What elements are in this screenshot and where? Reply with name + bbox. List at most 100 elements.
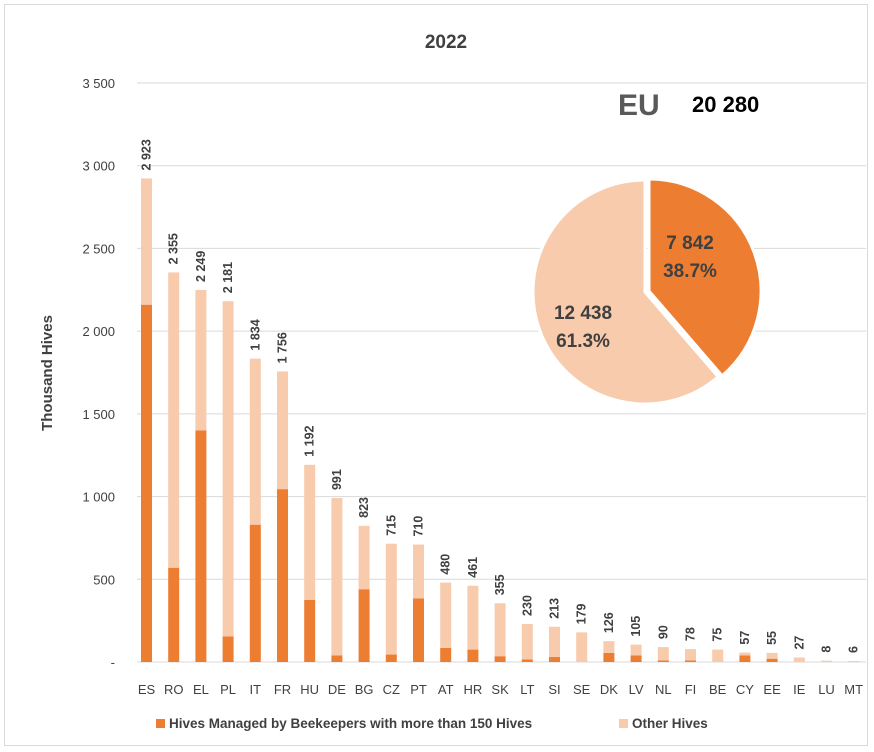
bar-segment-large-beekeepers bbox=[413, 598, 424, 662]
chart-title: 2022 bbox=[425, 32, 467, 53]
x-tick-label: IT bbox=[250, 682, 262, 697]
bar-segment-other-hives bbox=[685, 649, 696, 661]
y-tick-label: 2 000 bbox=[82, 324, 115, 339]
bar-segment-other-hives bbox=[739, 652, 751, 656]
bar-segment-large-beekeepers bbox=[494, 656, 506, 662]
bar-segment-other-hives bbox=[304, 464, 316, 600]
bar-segment-other-hives bbox=[657, 647, 669, 661]
data-label: 2 249 bbox=[194, 251, 208, 282]
bar-segment-other-hives bbox=[521, 623, 533, 660]
x-tick-label: MT bbox=[844, 682, 863, 697]
bar-segment-large-beekeepers bbox=[168, 567, 180, 662]
x-tick-label: FI bbox=[685, 682, 697, 697]
bar-segment-large-beekeepers bbox=[467, 649, 479, 662]
bar-segment-large-beekeepers bbox=[249, 524, 261, 662]
bar-segment-other-hives bbox=[494, 603, 506, 657]
bar-segment-large-beekeepers bbox=[521, 659, 533, 662]
bar-segment-other-hives bbox=[385, 543, 397, 655]
data-label: 710 bbox=[412, 516, 426, 537]
x-tick-label: LU bbox=[818, 682, 835, 697]
bar-segment-large-beekeepers bbox=[385, 654, 397, 662]
x-tick-label: ES bbox=[138, 682, 156, 697]
x-tick-label: HR bbox=[464, 682, 483, 697]
x-tick-label: CZ bbox=[383, 682, 400, 697]
data-label: 2 355 bbox=[167, 233, 181, 264]
x-tick-label: HU bbox=[300, 682, 319, 697]
bar-segment-other-hives bbox=[848, 661, 860, 662]
bar-segment-other-hives bbox=[603, 641, 615, 653]
pie-slice-percent-label: 38.7% bbox=[663, 261, 717, 282]
data-label: 1 756 bbox=[276, 332, 290, 363]
y-tick-label: 1 000 bbox=[82, 490, 115, 505]
x-tick-label: FR bbox=[274, 682, 291, 697]
x-tick-label: IE bbox=[793, 682, 806, 697]
pie-total-label: 20 280 bbox=[692, 92, 759, 117]
legend-swatch-large-beekeepers bbox=[156, 719, 165, 728]
bar-segment-other-hives bbox=[821, 660, 832, 662]
bar-segment-large-beekeepers bbox=[630, 655, 642, 662]
data-label: 461 bbox=[466, 557, 480, 578]
chart-frame bbox=[4, 4, 868, 746]
pie-slice-percent-label: 61.3% bbox=[556, 331, 610, 352]
x-tick-label: BE bbox=[709, 682, 727, 697]
bar-segment-other-hives bbox=[467, 585, 479, 650]
x-tick-label: SK bbox=[491, 682, 509, 697]
bar-segment-other-hives bbox=[630, 644, 642, 656]
data-label: 2 181 bbox=[221, 262, 235, 293]
x-tick-label: NL bbox=[655, 682, 672, 697]
x-tick-label: CY bbox=[736, 682, 754, 697]
bar-segment-large-beekeepers bbox=[657, 660, 669, 662]
bar-segment-large-beekeepers bbox=[549, 657, 560, 662]
data-label: 126 bbox=[602, 612, 616, 633]
bar-segment-large-beekeepers bbox=[766, 658, 778, 662]
bar-segment-large-beekeepers bbox=[358, 589, 370, 662]
x-tick-label: DE bbox=[328, 682, 346, 697]
data-label: 90 bbox=[656, 625, 670, 639]
bar-segment-large-beekeepers bbox=[277, 489, 288, 662]
legend-label-large-beekeepers: Hives Managed by Beekeepers with more th… bbox=[169, 716, 532, 731]
bar-segment-other-hives bbox=[249, 358, 261, 525]
data-label: 6 bbox=[847, 646, 861, 653]
bar-segment-other-hives bbox=[168, 272, 180, 568]
bar-segment-other-hives bbox=[766, 652, 778, 659]
y-axis-ticks: - 500 1 000 1 500 2 000 2 500 3 000 3 500 bbox=[82, 76, 115, 670]
x-tick-label: EL bbox=[193, 682, 209, 697]
legend: Hives Managed by Beekeepers with more th… bbox=[156, 716, 708, 731]
legend-swatch-other-hives bbox=[619, 719, 628, 728]
bar-segment-large-beekeepers bbox=[141, 304, 152, 662]
y-tick-label: 2 500 bbox=[82, 241, 115, 256]
data-label: 1 192 bbox=[303, 425, 317, 456]
data-label: 480 bbox=[439, 554, 453, 575]
bar-segment-large-beekeepers bbox=[440, 647, 452, 662]
pie-slice-value-label: 7 842 bbox=[666, 233, 714, 254]
data-label: 991 bbox=[330, 469, 344, 490]
y-tick-label: 500 bbox=[93, 572, 115, 587]
y-tick-label: - bbox=[111, 655, 115, 670]
data-label: 213 bbox=[548, 598, 562, 619]
bar-segment-large-beekeepers bbox=[603, 652, 615, 662]
bar-segment-large-beekeepers bbox=[685, 660, 696, 662]
bar-segment-other-hives bbox=[576, 632, 588, 662]
x-tick-label: EE bbox=[763, 682, 781, 697]
data-label: 75 bbox=[711, 628, 725, 642]
y-tick-label: 1 500 bbox=[82, 407, 115, 422]
bar-segment-other-hives bbox=[712, 649, 724, 662]
bar-segment-large-beekeepers bbox=[222, 636, 234, 662]
bars bbox=[141, 178, 860, 662]
x-tick-label: SE bbox=[573, 682, 591, 697]
bar-segment-other-hives bbox=[793, 657, 805, 662]
data-label: 57 bbox=[738, 631, 752, 645]
bar-segment-other-hives bbox=[277, 371, 288, 490]
data-label: 2 923 bbox=[140, 139, 154, 170]
x-tick-label: BG bbox=[355, 682, 374, 697]
bar-segment-other-hives bbox=[222, 301, 234, 637]
data-label: 715 bbox=[384, 515, 398, 536]
x-tick-label: DK bbox=[600, 682, 618, 697]
data-label: 179 bbox=[575, 603, 589, 624]
x-tick-label: LV bbox=[629, 682, 644, 697]
data-label: 55 bbox=[765, 631, 779, 645]
y-tick-label: 3 500 bbox=[82, 76, 115, 91]
data-label: 1 834 bbox=[248, 319, 262, 350]
